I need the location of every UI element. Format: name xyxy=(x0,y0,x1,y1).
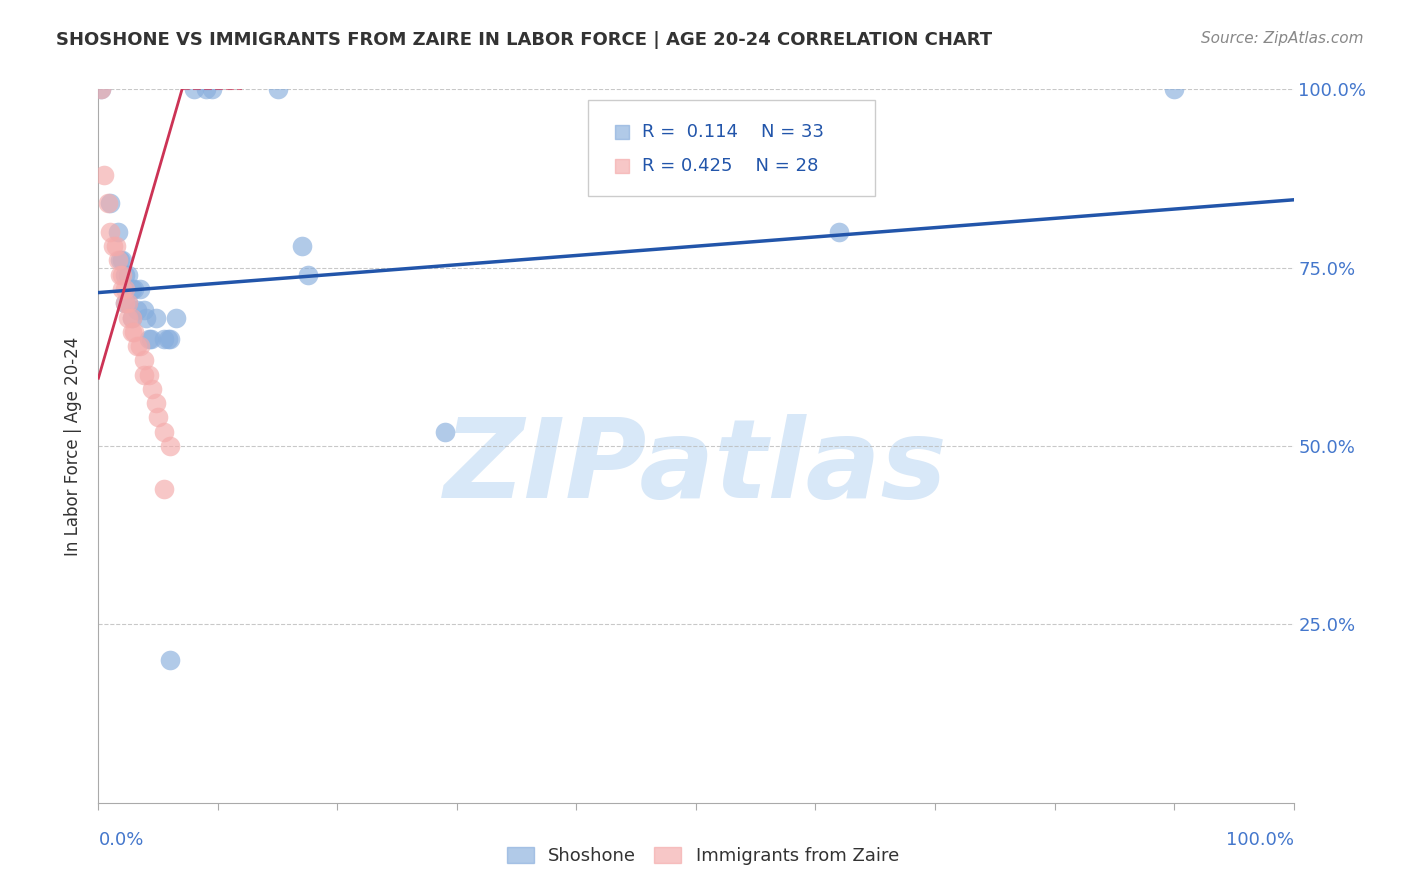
Point xyxy=(121,325,143,339)
Point xyxy=(90,82,112,96)
Point xyxy=(117,268,139,282)
Point xyxy=(98,225,122,239)
Point xyxy=(194,82,218,96)
Point xyxy=(114,268,136,282)
Point xyxy=(159,332,181,346)
Point xyxy=(145,310,167,325)
Point xyxy=(138,332,160,346)
Point xyxy=(159,439,181,453)
Point xyxy=(183,82,205,96)
Point xyxy=(107,253,129,268)
Point xyxy=(129,282,152,296)
Legend: Shoshone, Immigrants from Zaire: Shoshone, Immigrants from Zaire xyxy=(498,838,908,874)
Point xyxy=(828,225,851,239)
Point xyxy=(111,268,134,282)
Point xyxy=(135,310,157,325)
Point xyxy=(141,382,163,396)
Text: SHOSHONE VS IMMIGRANTS FROM ZAIRE IN LABOR FORCE | AGE 20-24 CORRELATION CHART: SHOSHONE VS IMMIGRANTS FROM ZAIRE IN LAB… xyxy=(56,31,993,49)
Point xyxy=(98,196,122,211)
Point xyxy=(114,296,136,310)
FancyBboxPatch shape xyxy=(588,100,875,196)
Point xyxy=(433,425,456,439)
Point xyxy=(108,268,131,282)
Point xyxy=(117,296,139,310)
Text: ZIPatlas: ZIPatlas xyxy=(444,414,948,521)
Point xyxy=(132,303,155,318)
Point xyxy=(125,303,148,318)
Point xyxy=(111,282,134,296)
Point xyxy=(121,310,143,325)
Point xyxy=(138,368,160,382)
Text: 100.0%: 100.0% xyxy=(1226,831,1294,849)
Point xyxy=(156,332,179,346)
Point xyxy=(267,82,290,96)
Point xyxy=(159,653,181,667)
Point xyxy=(121,310,143,325)
Y-axis label: In Labor Force | Age 20-24: In Labor Force | Age 20-24 xyxy=(65,336,83,556)
Point xyxy=(108,253,131,268)
Point xyxy=(93,168,115,182)
Point xyxy=(117,296,139,310)
Point xyxy=(105,239,128,253)
Point xyxy=(297,268,319,282)
Point xyxy=(153,482,176,496)
Point xyxy=(145,396,167,410)
Point xyxy=(153,332,176,346)
Point xyxy=(124,325,146,339)
Point xyxy=(97,196,120,211)
Point xyxy=(148,410,170,425)
Point xyxy=(111,253,134,268)
Text: R = 0.425    N = 28: R = 0.425 N = 28 xyxy=(643,157,818,175)
Point xyxy=(610,125,633,139)
Point xyxy=(610,159,633,173)
Point xyxy=(114,296,136,310)
Point xyxy=(132,368,155,382)
Point xyxy=(129,339,152,353)
Point xyxy=(139,332,162,346)
Point xyxy=(107,225,129,239)
Point xyxy=(121,282,143,296)
Point xyxy=(165,310,187,325)
Point xyxy=(291,239,314,253)
Point xyxy=(125,339,148,353)
Point xyxy=(101,239,124,253)
Point xyxy=(153,425,176,439)
Point xyxy=(114,282,136,296)
Point xyxy=(124,282,146,296)
Text: Source: ZipAtlas.com: Source: ZipAtlas.com xyxy=(1201,31,1364,46)
Point xyxy=(1163,82,1185,96)
Point xyxy=(117,310,139,325)
Point xyxy=(90,82,112,96)
Text: 0.0%: 0.0% xyxy=(98,831,143,849)
Text: R =  0.114    N = 33: R = 0.114 N = 33 xyxy=(643,123,824,141)
Point xyxy=(132,353,155,368)
Point xyxy=(201,82,224,96)
